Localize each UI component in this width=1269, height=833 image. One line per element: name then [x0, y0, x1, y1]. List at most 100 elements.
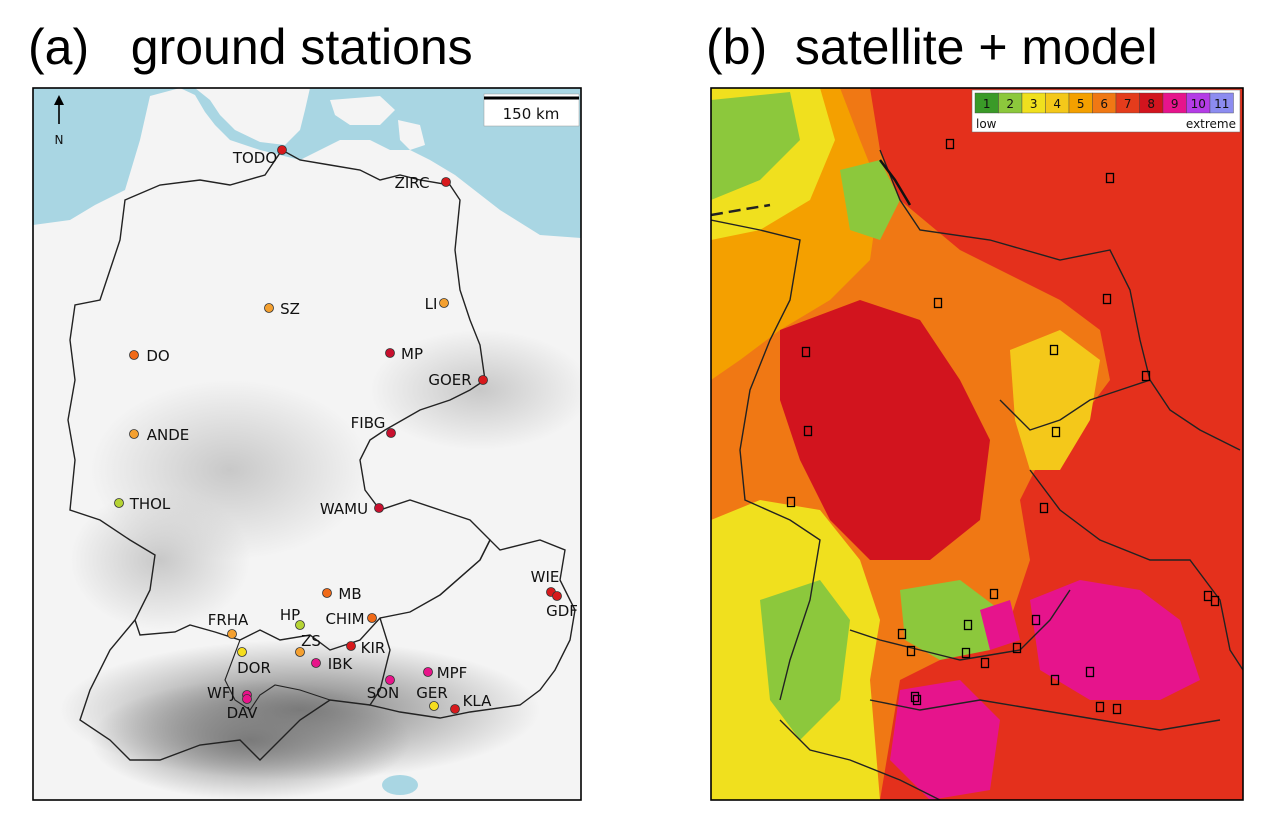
station-marker-goer — [478, 375, 488, 385]
risk-zone-2c — [760, 580, 850, 740]
risk-zone-9c — [980, 600, 1020, 650]
panel-b-title: (b) satellite + model — [706, 19, 1158, 75]
legend-high-label: extreme — [1186, 117, 1236, 131]
lake — [382, 775, 418, 795]
station-label-goer: GOER — [428, 371, 471, 389]
border-b-5 — [849, 589, 1071, 661]
station-label-sz: SZ — [280, 300, 300, 318]
panel-a-frame — [32, 87, 582, 801]
station-label-wie: WIE — [531, 568, 560, 586]
station-label-kla: KLA — [463, 692, 493, 710]
station-label-hp: HP — [280, 606, 300, 624]
station-marker-kla — [450, 704, 460, 714]
station-box-mb — [989, 588, 999, 600]
station-box-mp — [1049, 344, 1059, 356]
legend-swatch-label-9: 9 — [1171, 97, 1179, 111]
station-label-zs: ZS — [301, 632, 321, 650]
station-marker-do — [129, 350, 139, 360]
station-marker-ger — [429, 701, 439, 711]
station-label-gdf: GDF — [546, 602, 578, 620]
station-box-ande — [803, 425, 813, 437]
station-box-zirc — [1105, 172, 1115, 184]
station-label-fibg: FIBG — [351, 414, 386, 432]
station-label-dav: DAV — [227, 704, 259, 722]
germany-border — [67, 149, 491, 651]
station-marker-hp — [295, 620, 305, 630]
legend-swatch-label-1: 1 — [983, 97, 991, 111]
station-marker-zirc — [441, 177, 451, 187]
station-label-ande: ANDE — [147, 426, 190, 444]
station-marker-frha — [227, 629, 237, 639]
island-2 — [398, 120, 425, 150]
station-box-thol — [786, 496, 796, 508]
station-marker-ande — [129, 429, 139, 439]
station-label-li: LI — [425, 295, 438, 313]
station-marker-thol — [114, 498, 124, 508]
risk-zone-4 — [1010, 330, 1100, 470]
alps-shade-core — [90, 680, 410, 800]
border-b-6 — [869, 699, 1221, 731]
station-box-do — [801, 346, 811, 358]
island-1 — [330, 96, 395, 125]
station-box-li — [1102, 293, 1112, 305]
panel-a-map: 150 km N TODO ZIRC SZ LI DO MP GOER ANDE FIBG THO… — [33, 88, 581, 800]
station-label-thol: THOL — [129, 495, 171, 513]
legend-swatches: 1 2 3 4 5 6 7 8 9 10 11 — [974, 92, 1234, 114]
station-box-frha — [897, 628, 907, 640]
north-label: N — [55, 133, 64, 147]
panel-b-map: 1 2 3 4 5 6 7 8 9 10 11 low extreme — [711, 88, 1243, 800]
station-box-kla — [1112, 703, 1122, 715]
legend-swatch-label-7: 7 — [1124, 97, 1132, 111]
risk-zone-9a — [1030, 580, 1200, 700]
border-b-1 — [879, 149, 1241, 451]
station-box-wfj — [910, 691, 920, 703]
station-box-todo — [945, 138, 955, 150]
station-marker-mp — [385, 348, 395, 358]
station-marker-sz — [264, 303, 274, 313]
station-marker-chim — [367, 613, 377, 623]
north-arrow: N — [54, 95, 64, 147]
legend-swatch-label-3: 3 — [1030, 97, 1038, 111]
station-label-chim: CHIM — [325, 610, 364, 628]
station-box-son — [1050, 674, 1060, 686]
station-label-ger: GER — [416, 684, 448, 702]
risk-zone-2d — [900, 580, 1000, 660]
station-marker-mb — [322, 588, 332, 598]
station-box-ibk — [980, 657, 990, 669]
risk-zone-2b — [840, 160, 900, 240]
station-boxes — [786, 138, 1220, 715]
station-box-wamu — [1039, 502, 1049, 514]
risk-zone-8a — [780, 300, 990, 560]
station-box-ger — [1095, 701, 1105, 713]
station-label-todo: TODO — [232, 149, 277, 167]
legend-low-label: low — [976, 117, 997, 131]
station-marker-son — [385, 675, 395, 685]
border-b-4 — [1029, 469, 1243, 671]
hill-shade-east — [370, 330, 581, 450]
station-box-hp — [963, 619, 973, 631]
station-box-chim — [1031, 614, 1041, 626]
coastline-dashed — [711, 203, 771, 217]
station-label-ibk: IBK — [328, 655, 354, 673]
station-marker-dav — [242, 694, 252, 704]
station-box-goer — [1141, 370, 1151, 382]
station-marker-mpf — [423, 667, 433, 677]
legend-swatch-label-5: 5 — [1077, 97, 1085, 111]
station-label-dor: DOR — [237, 659, 271, 677]
station-label-zirc: ZIRC — [395, 174, 430, 192]
station-marker-li — [439, 298, 449, 308]
scale-label: 150 km — [503, 105, 560, 123]
border-b-3 — [999, 379, 1151, 431]
station-marker-dor — [237, 647, 247, 657]
station-marker-wamu — [374, 503, 384, 513]
island-3 — [230, 92, 260, 106]
station-label-frha: FRHA — [208, 611, 249, 629]
panel-b-frame — [710, 87, 1244, 801]
stations-layer: TODO ZIRC SZ LI DO MP GOER ANDE FIBG THOL WAMU WIE G… — [114, 145, 578, 722]
panel-a-title: (a) ground stations — [28, 19, 473, 75]
legend-swatch-label-6: 6 — [1100, 97, 1108, 111]
station-label-mb: MB — [338, 585, 361, 603]
station-label-wfj: WFJ — [207, 684, 235, 702]
station-label-mp: MP — [401, 345, 423, 363]
